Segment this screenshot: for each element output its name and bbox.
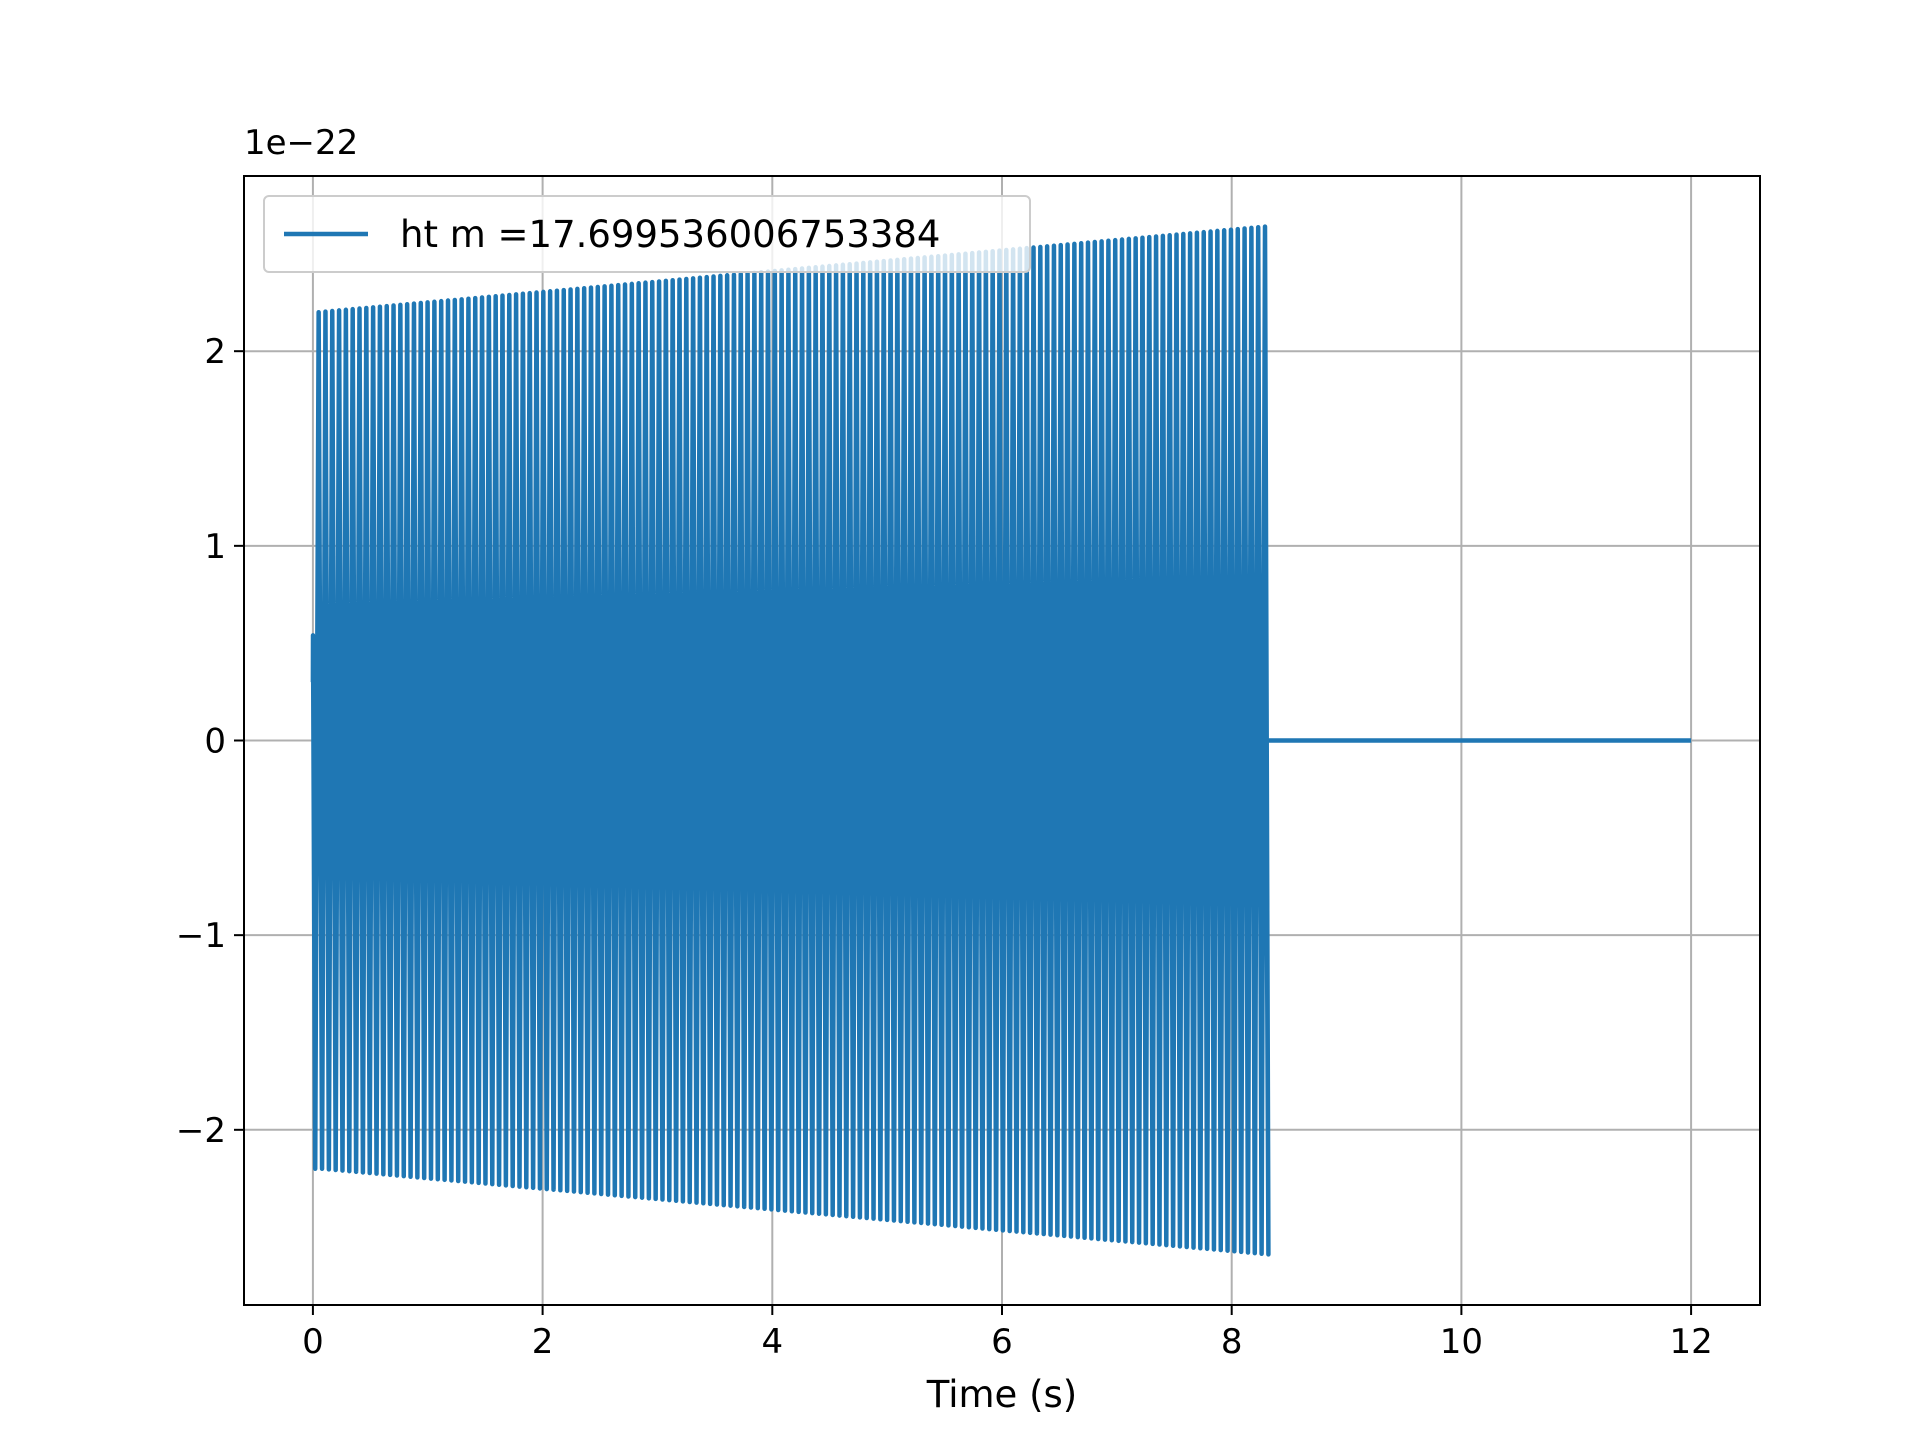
series-layer	[310, 224, 1692, 1257]
legend-box	[263, 195, 1031, 273]
x-tick-label: 6	[991, 1322, 1013, 1362]
x-tick-label: 8	[1221, 1322, 1243, 1362]
x-tick-label: 4	[761, 1322, 783, 1362]
x-tick-label: 0	[302, 1322, 324, 1362]
legend: ht m =17.699536006753384	[263, 195, 1031, 273]
legend-label: ht m =17.699536006753384	[400, 213, 940, 256]
x-axis: 0 2 4 6 8 10 12	[302, 1305, 1713, 1362]
y-tick-label: 2	[204, 332, 226, 372]
series-line	[310, 224, 1692, 1257]
x-axis-label: Time (s)	[926, 1373, 1077, 1416]
y-axis: −2 −1 0 1 2	[176, 332, 244, 1151]
x-tick-label: 12	[1669, 1322, 1712, 1362]
y-tick-label: 0	[204, 722, 226, 762]
y-tick-label: −2	[176, 1111, 226, 1151]
y-offset-label: 1e−22	[244, 123, 358, 163]
y-tick-label: 1	[204, 527, 226, 567]
y-tick-label: −1	[176, 916, 226, 956]
x-tick-label: 2	[532, 1322, 554, 1362]
x-tick-label: 10	[1440, 1322, 1483, 1362]
